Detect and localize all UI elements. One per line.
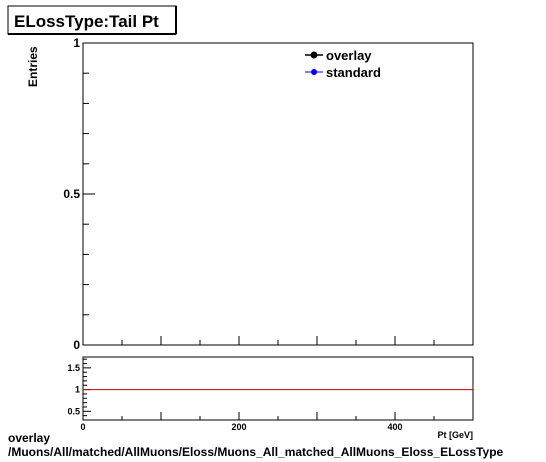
main-y-axis-label: Entries [26, 46, 40, 87]
ratio-plot-frame [82, 356, 474, 421]
legend-marker-overlay [310, 51, 318, 59]
ratio-x-axis: 0 200 400 [80, 412, 474, 432]
legend-entry-standard: standard [305, 65, 381, 80]
main-plot-frame [82, 42, 474, 346]
legend-marker-standard [311, 69, 317, 75]
ratio-x-tick-label: 0 [80, 422, 85, 432]
legend-label-standard: standard [326, 65, 381, 80]
main-y-tick-label: 0 [73, 338, 80, 352]
caption: overlay /Muons/All/matched/AllMuons/Elos… [8, 431, 546, 459]
main-x-axis [82, 336, 474, 345]
ratio-y-tick-label: 1 [75, 385, 80, 395]
ratio-y-tick-label: 1.5 [67, 363, 80, 373]
legend: overlay standard [305, 48, 381, 80]
main-y-tick-label: 0.5 [63, 187, 80, 201]
legend-label-overlay: overlay [326, 48, 372, 63]
main-y-tick-label: 1 [73, 36, 80, 50]
caption-line-1: overlay [8, 431, 51, 445]
ratio-x-tick-label: 400 [387, 422, 402, 432]
ratio-y-tick-label: 0.5 [67, 406, 80, 416]
chart-title: ELossType:Tail Pt [14, 12, 159, 31]
ratio-y-axis: 0.5 1 1.5 [67, 358, 91, 416]
main-y-axis: 00.51 [63, 36, 95, 352]
ratio-x-tick-label: 200 [231, 422, 246, 432]
title-box: ELossType:Tail Pt [7, 5, 177, 35]
caption-line-2: /Muons/All/matched/AllMuons/Eloss/Muons_… [8, 445, 504, 459]
ratio-x-axis-label: Pt [GeV] [437, 430, 473, 440]
legend-entry-overlay: overlay [305, 48, 372, 63]
